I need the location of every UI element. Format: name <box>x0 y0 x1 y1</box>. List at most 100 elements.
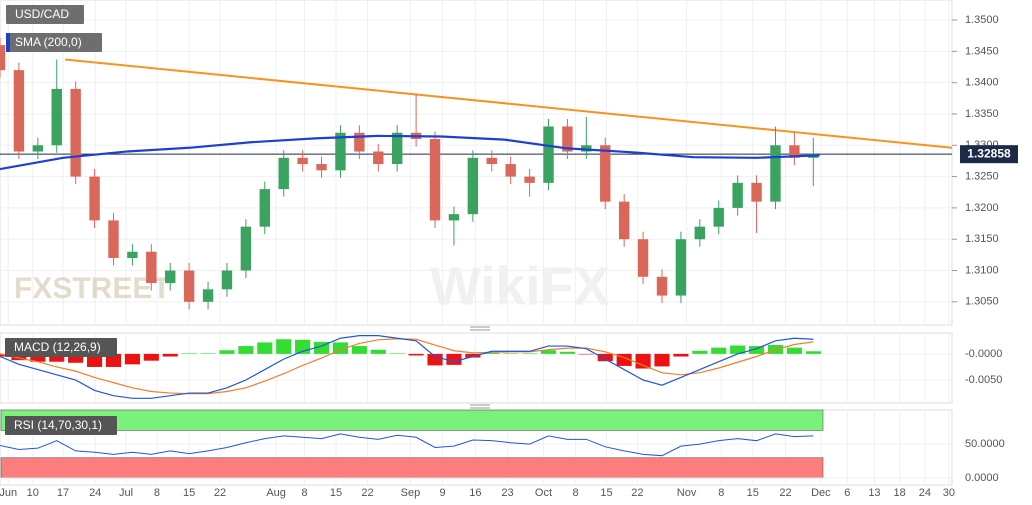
last-price-label: 1.32858 <box>967 146 1011 160</box>
resize-handle[interactable] <box>470 404 490 409</box>
macd-panel <box>0 332 953 404</box>
x-tick-label: Jun <box>0 487 17 499</box>
histogram-bar <box>748 346 765 354</box>
y-tick-label: 1.3050 <box>965 296 999 308</box>
rsi-band <box>0 457 824 479</box>
x-tick-label: 8 <box>718 487 724 499</box>
candle-body <box>108 220 119 258</box>
label-box <box>6 33 102 52</box>
watermark: WikiFX <box>430 256 610 316</box>
x-tick-label: 22 <box>779 487 791 499</box>
candle-body <box>0 45 6 71</box>
histogram-bar <box>30 353 46 362</box>
macd-line <box>0 335 814 399</box>
x-tick-label: 23 <box>501 487 513 499</box>
candle-body <box>713 207 724 227</box>
x-tick-label: 30 <box>943 487 955 499</box>
histogram-bar <box>522 353 538 354</box>
histogram-bar <box>238 346 254 354</box>
histogram-bar <box>503 353 519 354</box>
label-text: RSI (14,70,30,1) <box>14 418 102 432</box>
y-tick-label: -0.0050 <box>965 374 1002 386</box>
candle-body <box>51 88 62 146</box>
candle-body <box>32 145 44 152</box>
label-box <box>5 416 117 435</box>
histogram-bar <box>276 339 292 354</box>
rsi-band <box>0 409 824 431</box>
candle-body <box>278 157 289 190</box>
histogram-bar <box>427 353 443 366</box>
candle-body <box>581 145 592 152</box>
x-tick-label: 10 <box>27 487 39 499</box>
candle-body <box>259 189 270 227</box>
candle-body <box>751 182 762 202</box>
y-tick-label: 1.3100 <box>965 264 999 276</box>
candle-body <box>789 145 800 158</box>
label-text: SMA (200,0) <box>15 35 82 49</box>
label-text: USD/CAD <box>15 7 69 21</box>
candle-body <box>467 157 479 215</box>
histogram-bar <box>11 353 27 361</box>
x-tick-label: 8 <box>154 487 160 499</box>
histogram-bar <box>805 351 821 354</box>
x-tick-label: 13 <box>868 487 880 499</box>
candle-body <box>618 201 630 240</box>
candle-body <box>637 239 649 277</box>
overlay-layer: Jun 10 17 24 Jul 8 15 22 Aug 8 15 22 Sep 9 16 23 Oct 8 15 2… <box>0 5 1018 499</box>
x-tick-label: 17 <box>57 487 69 499</box>
resize-handle[interactable] <box>470 326 490 331</box>
x-tick-label: 18 <box>894 487 906 499</box>
x-tick-label: 6 <box>844 487 850 499</box>
label-box <box>6 5 84 24</box>
histogram-bar <box>219 350 235 354</box>
histogram-bar <box>351 346 367 354</box>
histogram-bar <box>332 342 349 354</box>
histogram-bar <box>540 350 557 354</box>
candle-body <box>562 126 573 152</box>
candle-body <box>146 251 157 284</box>
x-tick-label: 24 <box>919 487 931 499</box>
candle-body <box>675 239 687 296</box>
histogram-bar <box>181 353 197 354</box>
candle-body <box>13 70 25 152</box>
histogram-bar <box>597 353 613 362</box>
histogram-bar <box>124 353 140 365</box>
candle-body <box>240 226 252 271</box>
x-tick-label: 8 <box>573 487 579 499</box>
label-box <box>5 338 117 357</box>
x-tick-label: 15 <box>600 487 612 499</box>
histogram-bar <box>654 353 670 367</box>
plot-layer: FXSTREET WikiFX 1.3500 1.3450 1.3400 1.3350 1.… <box>0 0 1005 485</box>
x-tick-label: 24 <box>89 487 101 499</box>
histogram-bar <box>143 353 159 361</box>
candle-body <box>656 276 668 296</box>
histogram-bar <box>370 349 386 354</box>
histogram-bar <box>87 353 103 367</box>
x-tick-label: 15 <box>747 487 759 499</box>
candle-body <box>183 270 195 302</box>
histogram-bar <box>162 353 178 357</box>
histogram-bar <box>578 353 594 355</box>
y-tick-label: -0.0000 <box>965 348 1002 360</box>
histogram-bar <box>49 353 65 362</box>
candle-body <box>486 157 497 165</box>
candle-body <box>505 164 516 177</box>
histogram-bar <box>200 353 216 354</box>
candle-body <box>543 126 554 183</box>
x-tick-label: Jul <box>119 487 133 499</box>
histogram-bar <box>673 353 689 357</box>
histogram-bar <box>389 353 405 354</box>
x-tick-label: 22 <box>631 487 643 499</box>
histogram-bar <box>68 353 84 363</box>
histogram-bar <box>408 353 424 356</box>
candle-body <box>297 157 308 165</box>
candle-body <box>373 151 384 165</box>
x-tick-label: Aug <box>266 487 286 499</box>
histogram-bar <box>730 345 746 354</box>
x-tick-label: 16 <box>469 487 481 499</box>
candle-body <box>600 145 611 202</box>
y-tick-label: 50.0000 <box>965 438 1005 450</box>
watermark: FXSTREET <box>14 272 171 305</box>
x-tick-label: 15 <box>330 487 342 499</box>
